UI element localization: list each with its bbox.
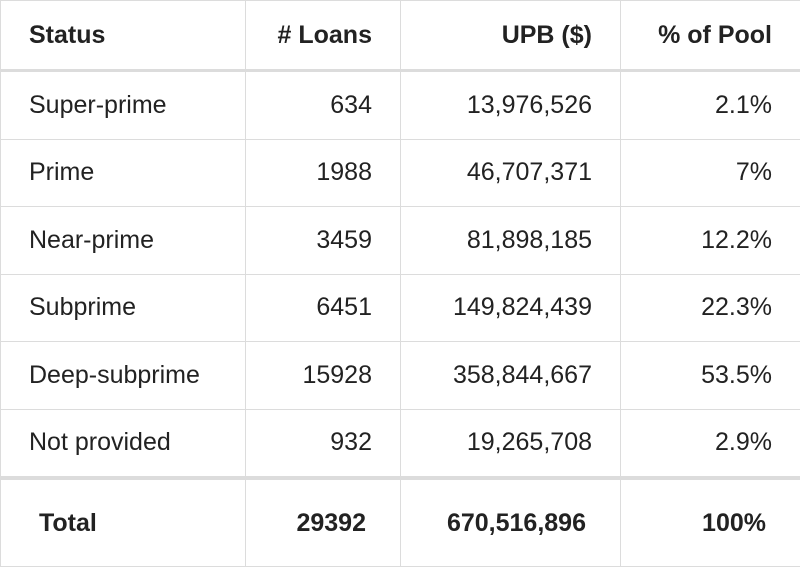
table-cell: 15928 — [245, 341, 401, 410]
total-cell: 100% — [620, 476, 800, 567]
header-row: Status # Loans UPB ($)% of Pool — [0, 0, 800, 72]
column-header: % of Pool — [620, 0, 800, 72]
column-header: Status — [0, 0, 246, 72]
table-row: Prime 1988 46,707,371 7% — [0, 138, 800, 208]
table-cell: 7% — [620, 138, 800, 208]
table-cell: 46,707,371 — [400, 138, 621, 208]
table-cell: Near-prime — [0, 206, 246, 275]
column-header: UPB ($) — [400, 0, 621, 72]
table-body: Super-prime 634 13,976,526 2.1% Prime 1988 46,… — [0, 70, 800, 567]
total-cell: 670,516,896 — [400, 476, 621, 567]
table-cell: 358,844,667 — [400, 341, 621, 410]
table-cell: 53.5% — [620, 341, 800, 410]
total-row: Total 29392 670,516,896 100% — [0, 476, 800, 567]
table-row: Near-prime 3459 81,898,185 12.2% — [0, 206, 800, 275]
table-cell: 81,898,185 — [400, 206, 621, 275]
table-cell: 2.9% — [620, 408, 800, 479]
table-cell: 6451 — [245, 273, 401, 343]
table-row: Super-prime 634 13,976,526 2.1% — [0, 70, 800, 140]
total-cell: Total — [0, 476, 246, 567]
table-cell: 634 — [245, 70, 401, 140]
table-cell: 19,265,708 — [400, 408, 621, 479]
total-cell: 29392 — [245, 476, 401, 567]
table-cell: 13,976,526 — [400, 70, 621, 140]
table-row: Subprime 6451 149,824,439 22.3% — [0, 273, 800, 343]
table-cell: 1988 — [245, 138, 401, 208]
table-cell: 3459 — [245, 206, 401, 275]
table-cell: 932 — [245, 408, 401, 479]
table-cell: 149,824,439 — [400, 273, 621, 343]
table-cell: Subprime — [0, 273, 246, 343]
table-cell: Deep-subprime — [0, 341, 246, 410]
column-header: # Loans — [245, 0, 401, 72]
table-cell: Super-prime — [0, 70, 246, 140]
table-header: Status # Loans UPB ($)% of Pool — [0, 0, 800, 72]
table-cell: 12.2% — [620, 206, 800, 275]
table-cell: 2.1% — [620, 70, 800, 140]
table-cell: 22.3% — [620, 273, 800, 343]
table-cell: Prime — [0, 138, 246, 208]
table-row: Not provided 932 19,265,708 2.9% — [0, 408, 800, 479]
table-row: Deep-subprime 15928 358,844,667 53.5% — [0, 341, 800, 410]
table-cell: Not provided — [0, 408, 246, 479]
